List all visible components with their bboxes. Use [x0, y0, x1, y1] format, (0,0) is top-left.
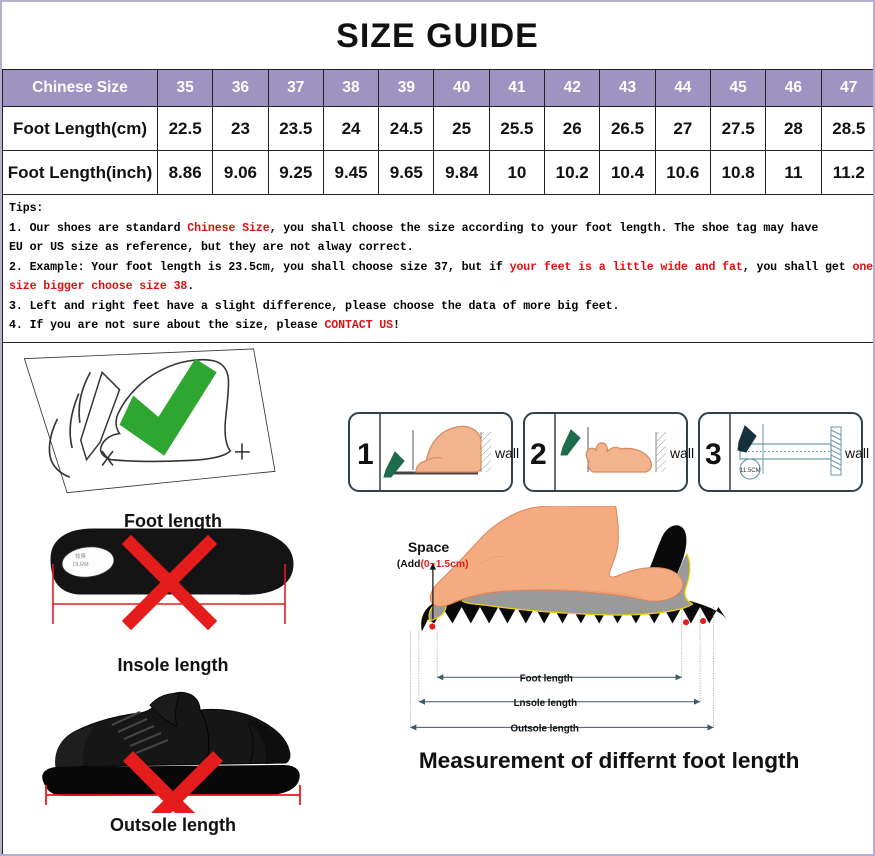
svg-text:11.5CM: 11.5CM	[740, 468, 761, 474]
svg-text:(Add(0~1.5cm): (Add(0~1.5cm)	[397, 559, 469, 570]
svg-text:wall: wall	[844, 445, 869, 461]
svg-text:2: 2	[530, 438, 547, 471]
svg-text:Outsole length: Outsole length	[511, 723, 579, 734]
svg-text:祛臭: 祛臭	[75, 552, 87, 560]
svg-text:Measurement of differnt foot l: Measurement of differnt foot length	[419, 747, 800, 772]
svg-text:DLRM: DLRM	[73, 562, 89, 568]
svg-text:Lnsole length: Lnsole length	[514, 698, 578, 709]
svg-text:3: 3	[705, 438, 722, 471]
svg-text:1: 1	[357, 438, 374, 471]
svg-text:wall: wall	[494, 445, 519, 461]
svg-text:Foot length: Foot length	[520, 673, 573, 684]
svg-text:Space: Space	[408, 538, 450, 554]
svg-text:wall: wall	[669, 445, 694, 461]
